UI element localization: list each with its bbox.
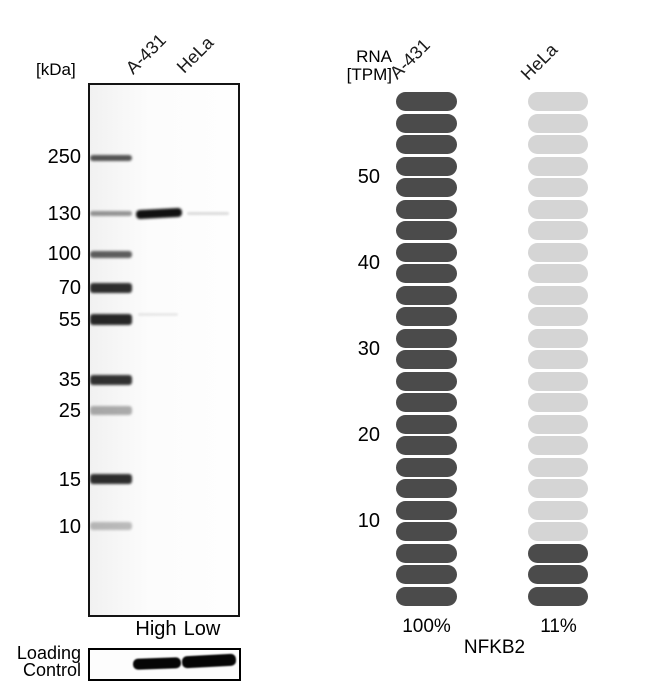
marker-label-35: 35 (58, 369, 81, 391)
marker-label-70: 70 (58, 277, 81, 299)
tpm-pill (396, 178, 457, 197)
tpm-pill (528, 328, 588, 348)
marker-label-55: 55 (58, 309, 81, 331)
ladder-band-35kda (90, 375, 132, 385)
tpm-pill (528, 221, 588, 240)
tpm-pill (396, 586, 457, 606)
loading-control-label-line1: Loading (16, 643, 81, 663)
chart-column-label-a431: A-431 (385, 34, 434, 83)
tpm-pill-column-hela (528, 92, 588, 608)
tpm-pill (396, 307, 457, 326)
tpm-pill (528, 264, 588, 283)
tpm-pill (396, 156, 457, 176)
tpm-pill (396, 565, 457, 584)
y-axis-tick-labels: 10 20 30 40 50 (357, 166, 380, 532)
tpm-pill (396, 500, 457, 520)
ladder-band-10kda (90, 522, 132, 530)
tpm-pill (528, 307, 588, 326)
tpm-pill (396, 350, 457, 369)
ladder-band-250kda (90, 155, 132, 161)
tpm-pill (528, 350, 588, 369)
chart-column-label-hela: HeLa (516, 39, 562, 84)
tpm-pill (528, 113, 588, 133)
ladder-band-25kda (90, 406, 132, 415)
tpm-pill (528, 586, 588, 606)
tpm-pill (396, 285, 457, 305)
marker-label-25: 25 (58, 400, 81, 422)
tpm-pill (396, 393, 457, 412)
ladder-band-130kda (90, 211, 132, 216)
loading-control-band-a431 (132, 657, 182, 670)
tpm-pill (528, 565, 588, 584)
percent-label-a431: 100% (402, 616, 451, 637)
y-tick-30: 30 (357, 338, 380, 360)
y-tick-10: 10 (357, 510, 380, 532)
sample-band-a431-55kda (138, 313, 178, 316)
gene-name-label: NFKB2 (463, 637, 526, 658)
tpm-pill (528, 479, 588, 498)
tpm-pill (396, 522, 457, 541)
tpm-pill (528, 414, 588, 434)
tpm-pill (528, 436, 588, 455)
tpm-pill (396, 328, 457, 348)
tpm-pill (396, 479, 457, 498)
tpm-pill (528, 393, 588, 412)
tpm-pill (528, 522, 588, 541)
tpm-pill (396, 221, 457, 240)
kda-unit-label: [kDa] (36, 60, 76, 79)
tpm-pill (528, 500, 588, 520)
sample-band-hela-130kda (187, 212, 229, 215)
tpm-pill (396, 242, 457, 262)
tpm-pill (528, 371, 588, 391)
tpm-pill (528, 92, 588, 111)
marker-label-10: 10 (58, 516, 81, 538)
tpm-pill (528, 135, 588, 154)
y-tick-40: 40 (357, 252, 380, 274)
marker-label-100: 100 (47, 243, 81, 265)
loading-control-band-hela (181, 653, 237, 669)
western-blot-panel (88, 83, 240, 617)
y-tick-50: 50 (357, 166, 380, 188)
loading-control-label: Loading Control (10, 643, 81, 680)
tpm-pill (396, 135, 457, 154)
marker-label-130: 130 (47, 203, 81, 225)
tpm-pill (528, 543, 588, 563)
tpm-pill (396, 199, 457, 219)
ladder-band-15kda (90, 474, 132, 484)
tpm-pill (396, 92, 457, 111)
tpm-pill (528, 199, 588, 219)
loading-control-label-line2: Control (22, 660, 81, 680)
marker-label-15: 15 (58, 469, 81, 491)
y-tick-20: 20 (357, 424, 380, 446)
tpm-pill (396, 436, 457, 455)
tpm-pill (396, 414, 457, 434)
tpm-pill (396, 457, 457, 477)
rna-axis-label-line2: [TPM] (346, 65, 392, 84)
ladder-band-55kda (90, 314, 132, 325)
tpm-pill (528, 457, 588, 477)
expression-level-label-low: Low (183, 618, 221, 640)
ladder-band-100kda (90, 251, 132, 258)
tpm-pill (396, 264, 457, 283)
tpm-pill (396, 371, 457, 391)
percent-label-hela: 11% (540, 616, 577, 637)
tpm-pill (528, 242, 588, 262)
tpm-pill (396, 113, 457, 133)
loading-control-blot (88, 648, 241, 681)
marker-labels: 250 130 100 70 55 35 25 15 10 (0, 0, 88, 613)
marker-label-250: 250 (47, 146, 81, 168)
tpm-pill (528, 178, 588, 197)
tpm-pill (528, 285, 588, 305)
tpm-pill (528, 156, 588, 176)
rna-tpm-axis-label: RNA [TPM] (328, 48, 392, 84)
tpm-pill (396, 543, 457, 563)
expression-level-label-high: High (135, 618, 177, 640)
rna-axis-label-line1: RNA (356, 47, 392, 66)
tpm-pill-column-a431 (396, 92, 457, 608)
ladder-band-70kda (90, 283, 132, 293)
